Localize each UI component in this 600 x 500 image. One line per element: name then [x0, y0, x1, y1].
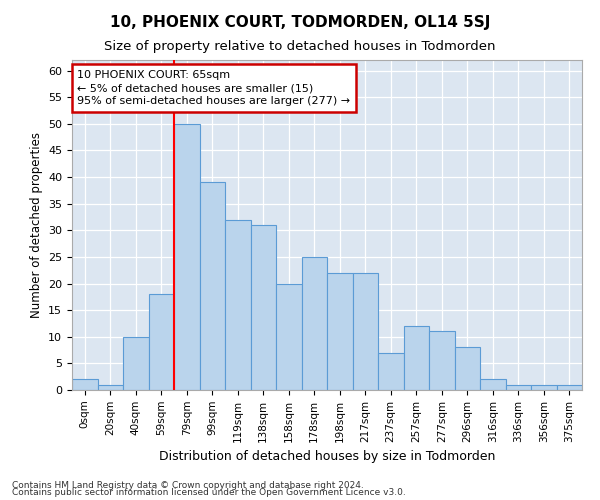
Text: Contains public sector information licensed under the Open Government Licence v3: Contains public sector information licen…	[12, 488, 406, 497]
Bar	[353, 273, 378, 390]
Y-axis label: Number of detached properties: Number of detached properties	[29, 132, 43, 318]
Text: 10 PHOENIX COURT: 65sqm
← 5% of detached houses are smaller (15)
95% of semi-det: 10 PHOENIX COURT: 65sqm ← 5% of detached…	[77, 70, 350, 106]
Bar	[225, 220, 251, 390]
Bar	[149, 294, 174, 390]
Text: Contains HM Land Registry data © Crown copyright and database right 2024.: Contains HM Land Registry data © Crown c…	[12, 480, 364, 490]
Bar	[557, 384, 582, 390]
Bar	[251, 225, 276, 390]
Bar	[480, 380, 505, 390]
Bar	[72, 380, 97, 390]
Bar	[531, 384, 557, 390]
Bar	[404, 326, 429, 390]
Bar	[174, 124, 199, 390]
Bar	[505, 384, 531, 390]
Bar	[199, 182, 225, 390]
Text: Size of property relative to detached houses in Todmorden: Size of property relative to detached ho…	[104, 40, 496, 53]
Bar	[123, 337, 149, 390]
Bar	[302, 257, 327, 390]
Bar	[378, 352, 404, 390]
Bar	[327, 273, 353, 390]
Bar	[429, 332, 455, 390]
Bar	[455, 348, 480, 390]
X-axis label: Distribution of detached houses by size in Todmorden: Distribution of detached houses by size …	[159, 450, 495, 463]
Text: 10, PHOENIX COURT, TODMORDEN, OL14 5SJ: 10, PHOENIX COURT, TODMORDEN, OL14 5SJ	[110, 15, 490, 30]
Bar	[97, 384, 123, 390]
Bar	[276, 284, 302, 390]
